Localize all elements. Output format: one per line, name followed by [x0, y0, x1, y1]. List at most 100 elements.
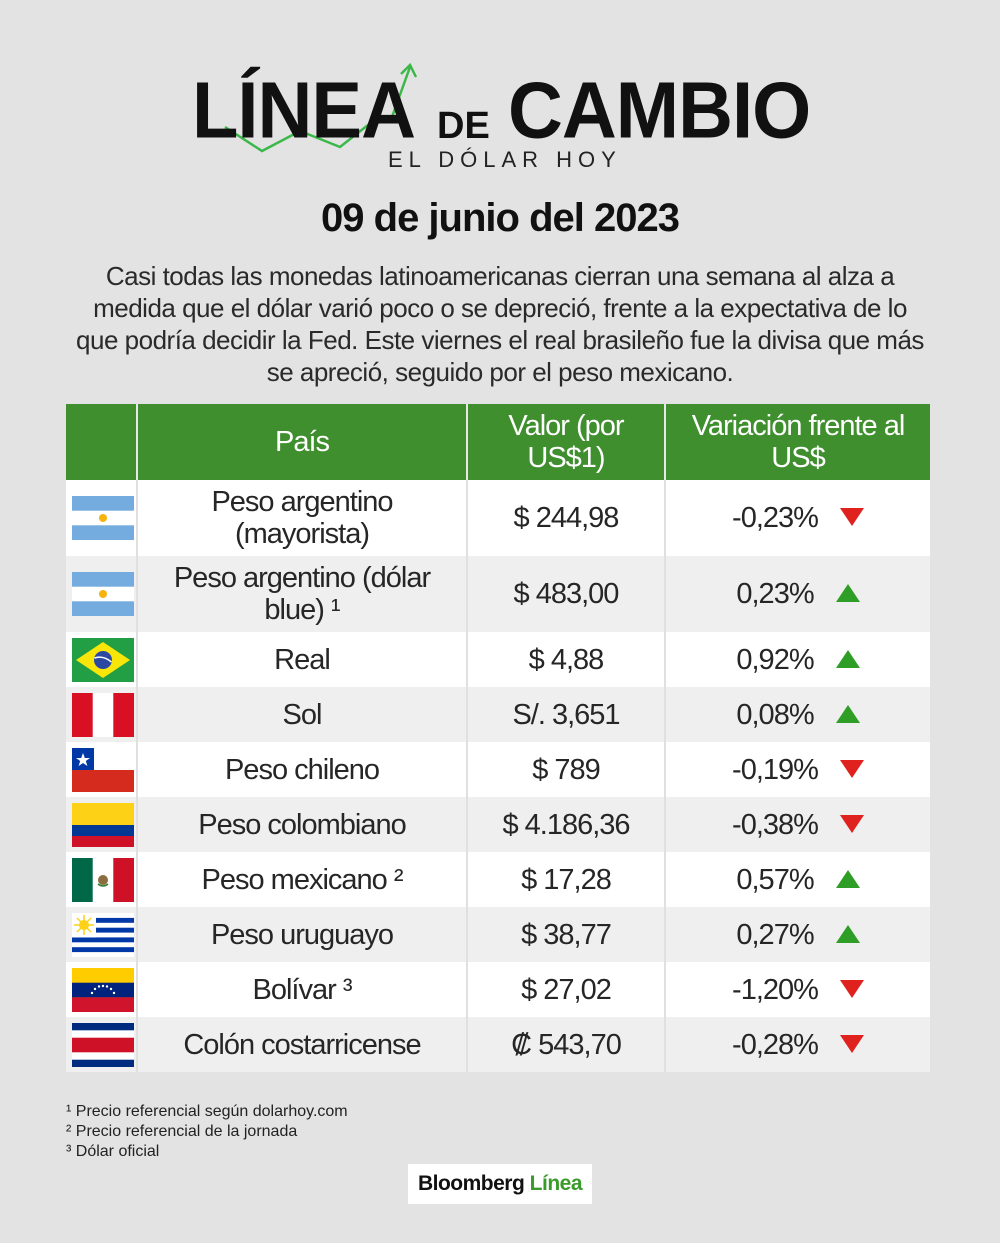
logo-word-linea: LÍNEA	[192, 65, 416, 156]
arrow-up-icon	[835, 704, 860, 723]
change-value: 0,57%	[736, 863, 814, 896]
change-value: -0,23%	[732, 502, 819, 534]
flag-cell	[66, 556, 138, 632]
flag-cell	[66, 632, 138, 687]
venezuela-flag-icon	[72, 967, 134, 1012]
brazil-flag-icon	[72, 637, 134, 682]
value-cell: $ 789	[467, 742, 666, 797]
change-cell: -1,20%	[665, 962, 930, 1017]
change-cell: 0,08%	[665, 687, 930, 742]
arrow-up-icon	[835, 649, 860, 668]
flag-cell	[66, 1017, 138, 1072]
arrow-up-icon	[835, 924, 860, 943]
country-cell: Peso uruguayo	[137, 907, 468, 962]
table-row: Peso argentino (mayorista) $ 244,98 -0,23%	[66, 480, 930, 556]
value-cell: $ 4,88	[467, 632, 666, 687]
value-cell: $ 4.186,36	[467, 797, 666, 852]
logo-subtitle: EL DÓLAR HOY	[388, 147, 622, 172]
change-value: -1,20%	[732, 973, 819, 1006]
header-change: Variación frente al US$	[665, 404, 930, 480]
flag-cell	[66, 962, 138, 1017]
brand-part1: Bloomberg	[417, 1172, 525, 1195]
argentina-flag-icon	[72, 496, 134, 540]
peru-flag-icon	[72, 692, 134, 737]
footnote: ² Precio referencial de la jornada	[66, 1123, 298, 1140]
change-value: 0,08%	[736, 698, 814, 731]
change-value: 0,23%	[736, 578, 814, 610]
mexico-flag-icon	[72, 857, 134, 902]
footnote: ³ Dólar oficial	[66, 1143, 160, 1160]
change-value: -0,19%	[732, 753, 819, 786]
change-cell: -0,19%	[665, 742, 930, 797]
value-cell: $ 27,02	[467, 962, 666, 1017]
arrow-down-icon	[839, 979, 864, 998]
argentina-flag-icon	[72, 572, 134, 616]
value-cell: $ 244,98	[467, 480, 666, 556]
intro-paragraph: Casi todas las monedas latinoamericanas …	[76, 261, 924, 387]
table-row: Peso colombiano $ 4.186,36 -0,38%	[66, 797, 930, 852]
table-header-row: País Valor (por US$1) Variación frente a…	[66, 404, 930, 480]
change-value: -0,38%	[732, 808, 819, 841]
arrow-down-icon	[839, 1034, 864, 1053]
arrow-down-icon	[839, 759, 864, 778]
table-row: Colón costarricense ₡ 543,70 -0,28%	[66, 1017, 930, 1072]
change-value: 0,92%	[736, 643, 814, 676]
country-cell: Sol	[137, 687, 468, 742]
country-cell: Peso mexicano ²	[137, 852, 468, 907]
value-cell: S/. 3,651	[467, 687, 666, 742]
country-cell: Peso argentino (dólar blue) ¹	[137, 556, 468, 632]
flag-cell	[66, 742, 138, 797]
value-cell: $ 483,00	[467, 556, 666, 632]
costa-rica-flag-icon	[72, 1022, 134, 1067]
bloomberg-linea-logo: Bloomberg Línea	[408, 1164, 592, 1204]
table-row: Peso uruguayo $ 38,77 0,27%	[66, 907, 930, 962]
change-cell: -0,28%	[665, 1017, 930, 1072]
country-cell: Real	[137, 632, 468, 687]
header-country: País	[137, 404, 468, 480]
header-value: Valor (por US$1)	[467, 404, 666, 480]
value-cell: ₡ 543,70	[467, 1017, 666, 1072]
change-cell: -0,38%	[665, 797, 930, 852]
arrow-down-icon	[839, 508, 864, 527]
table-row: Peso mexicano ² $ 17,28 0,57%	[66, 852, 930, 907]
country-cell: Peso colombiano	[137, 797, 468, 852]
uruguay-flag-icon	[72, 912, 134, 957]
flag-cell	[66, 687, 138, 742]
arrow-up-icon	[835, 869, 860, 888]
country-cell: Peso chileno	[137, 742, 468, 797]
table-row: Peso chileno $ 789 -0,19%	[66, 742, 930, 797]
logo-word-de: DE	[437, 105, 490, 147]
table-row: Sol S/. 3,651 0,08%	[66, 687, 930, 742]
change-cell: -0,23%	[665, 480, 930, 556]
change-cell: 0,57%	[665, 852, 930, 907]
value-cell: $ 38,77	[467, 907, 666, 962]
country-cell: Colón costarricense	[137, 1017, 468, 1072]
logo-word-cambio: CAMBIO	[508, 65, 811, 156]
flag-cell	[66, 480, 138, 556]
flag-cell	[66, 852, 138, 907]
table-row: Bolívar ³ $ 27,02 -1,20%	[66, 962, 930, 1017]
trend-arrow-icon	[224, 62, 418, 153]
brand-part2: Línea	[529, 1172, 583, 1195]
line-de-cambio-logo: LÍNEA DE CAMBIO EL DÓLAR HOY	[0, 55, 1000, 180]
exchange-rates-table: País Valor (por US$1) Variación frente a…	[66, 404, 930, 1072]
table-row: Real $ 4,88 0,92%	[66, 632, 930, 687]
colombia-flag-icon	[72, 802, 134, 847]
country-cell: Peso argentino (mayorista)	[137, 480, 468, 556]
page-date: 09 de junio del 2023	[321, 196, 680, 240]
flag-cell	[66, 907, 138, 962]
flag-cell	[66, 797, 138, 852]
footnote: ¹ Precio referencial según dolarhoy.com	[66, 1103, 348, 1120]
table-row: Peso argentino (dólar blue) ¹ $ 483,00 0,2…	[66, 556, 930, 632]
footnotes: ¹ Precio referencial según dolarhoy.com …	[66, 1102, 348, 1162]
header-flag	[66, 404, 138, 480]
arrow-down-icon	[839, 814, 864, 833]
change-value: -0,28%	[732, 1028, 819, 1061]
change-value: 0,27%	[736, 918, 814, 951]
chile-flag-icon	[72, 747, 134, 792]
value-cell: $ 17,28	[467, 852, 666, 907]
change-cell: 0,23%	[665, 556, 930, 632]
change-cell: 0,27%	[665, 907, 930, 962]
arrow-up-icon	[835, 584, 860, 603]
country-cell: Bolívar ³	[137, 962, 468, 1017]
